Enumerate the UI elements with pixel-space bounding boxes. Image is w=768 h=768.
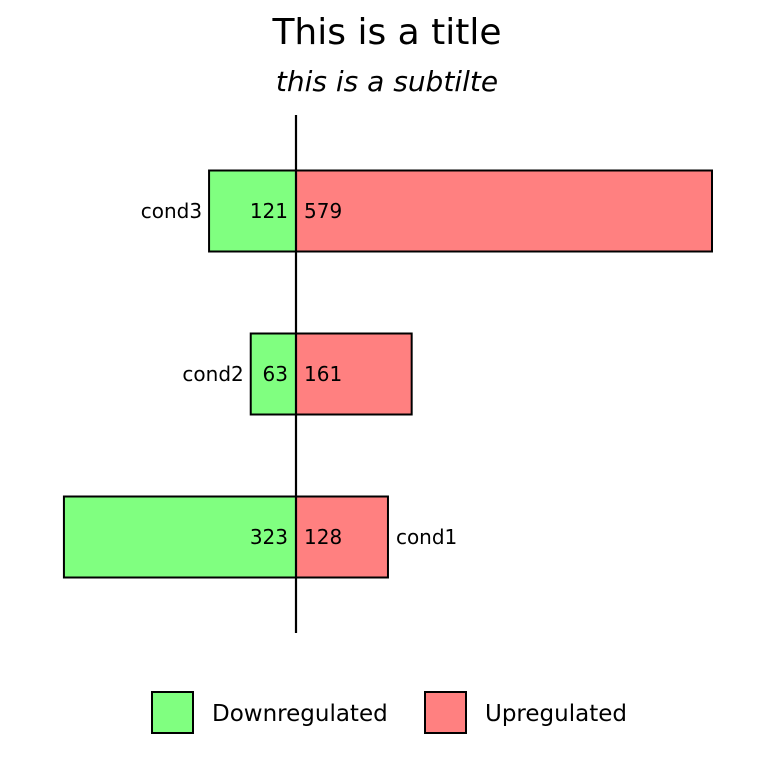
bars-layer	[62, 169, 713, 579]
chart-subtitle: this is a subtilte	[276, 65, 498, 98]
legend-swatch-downregulated	[151, 691, 194, 734]
bar-downregulated-cond1	[62, 495, 298, 579]
chart-title: This is a title	[271, 12, 501, 53]
bar-downregulated-cond3	[208, 169, 297, 253]
legend: Downregulated Upregulated	[151, 691, 627, 734]
bar-downregulated-cond2	[249, 332, 297, 416]
data-label-upregulated-cond3: 579	[304, 199, 342, 223]
bar-upregulated-cond1	[295, 495, 389, 579]
legend-label-upregulated: Upregulated	[485, 701, 627, 727]
data-label-upregulated-cond1: 128	[304, 525, 342, 549]
legend-label-downregulated: Downregulated	[212, 701, 388, 727]
category-label-cond3: cond3	[141, 199, 202, 223]
bar-upregulated-cond3	[295, 169, 713, 253]
category-label-cond1: cond1	[396, 525, 457, 549]
data-label-downregulated-cond1: 323	[250, 525, 288, 549]
labels-layer: 323 128 cond1 63 161 cond2 121 579 cond3	[141, 199, 458, 549]
bar-upregulated-cond2	[295, 332, 413, 416]
data-label-downregulated-cond2: 63	[263, 362, 288, 386]
category-label-cond2: cond2	[182, 362, 243, 386]
data-label-upregulated-cond2: 161	[304, 362, 342, 386]
legend-swatch-upregulated	[424, 691, 467, 734]
data-label-downregulated-cond3: 121	[250, 199, 288, 223]
